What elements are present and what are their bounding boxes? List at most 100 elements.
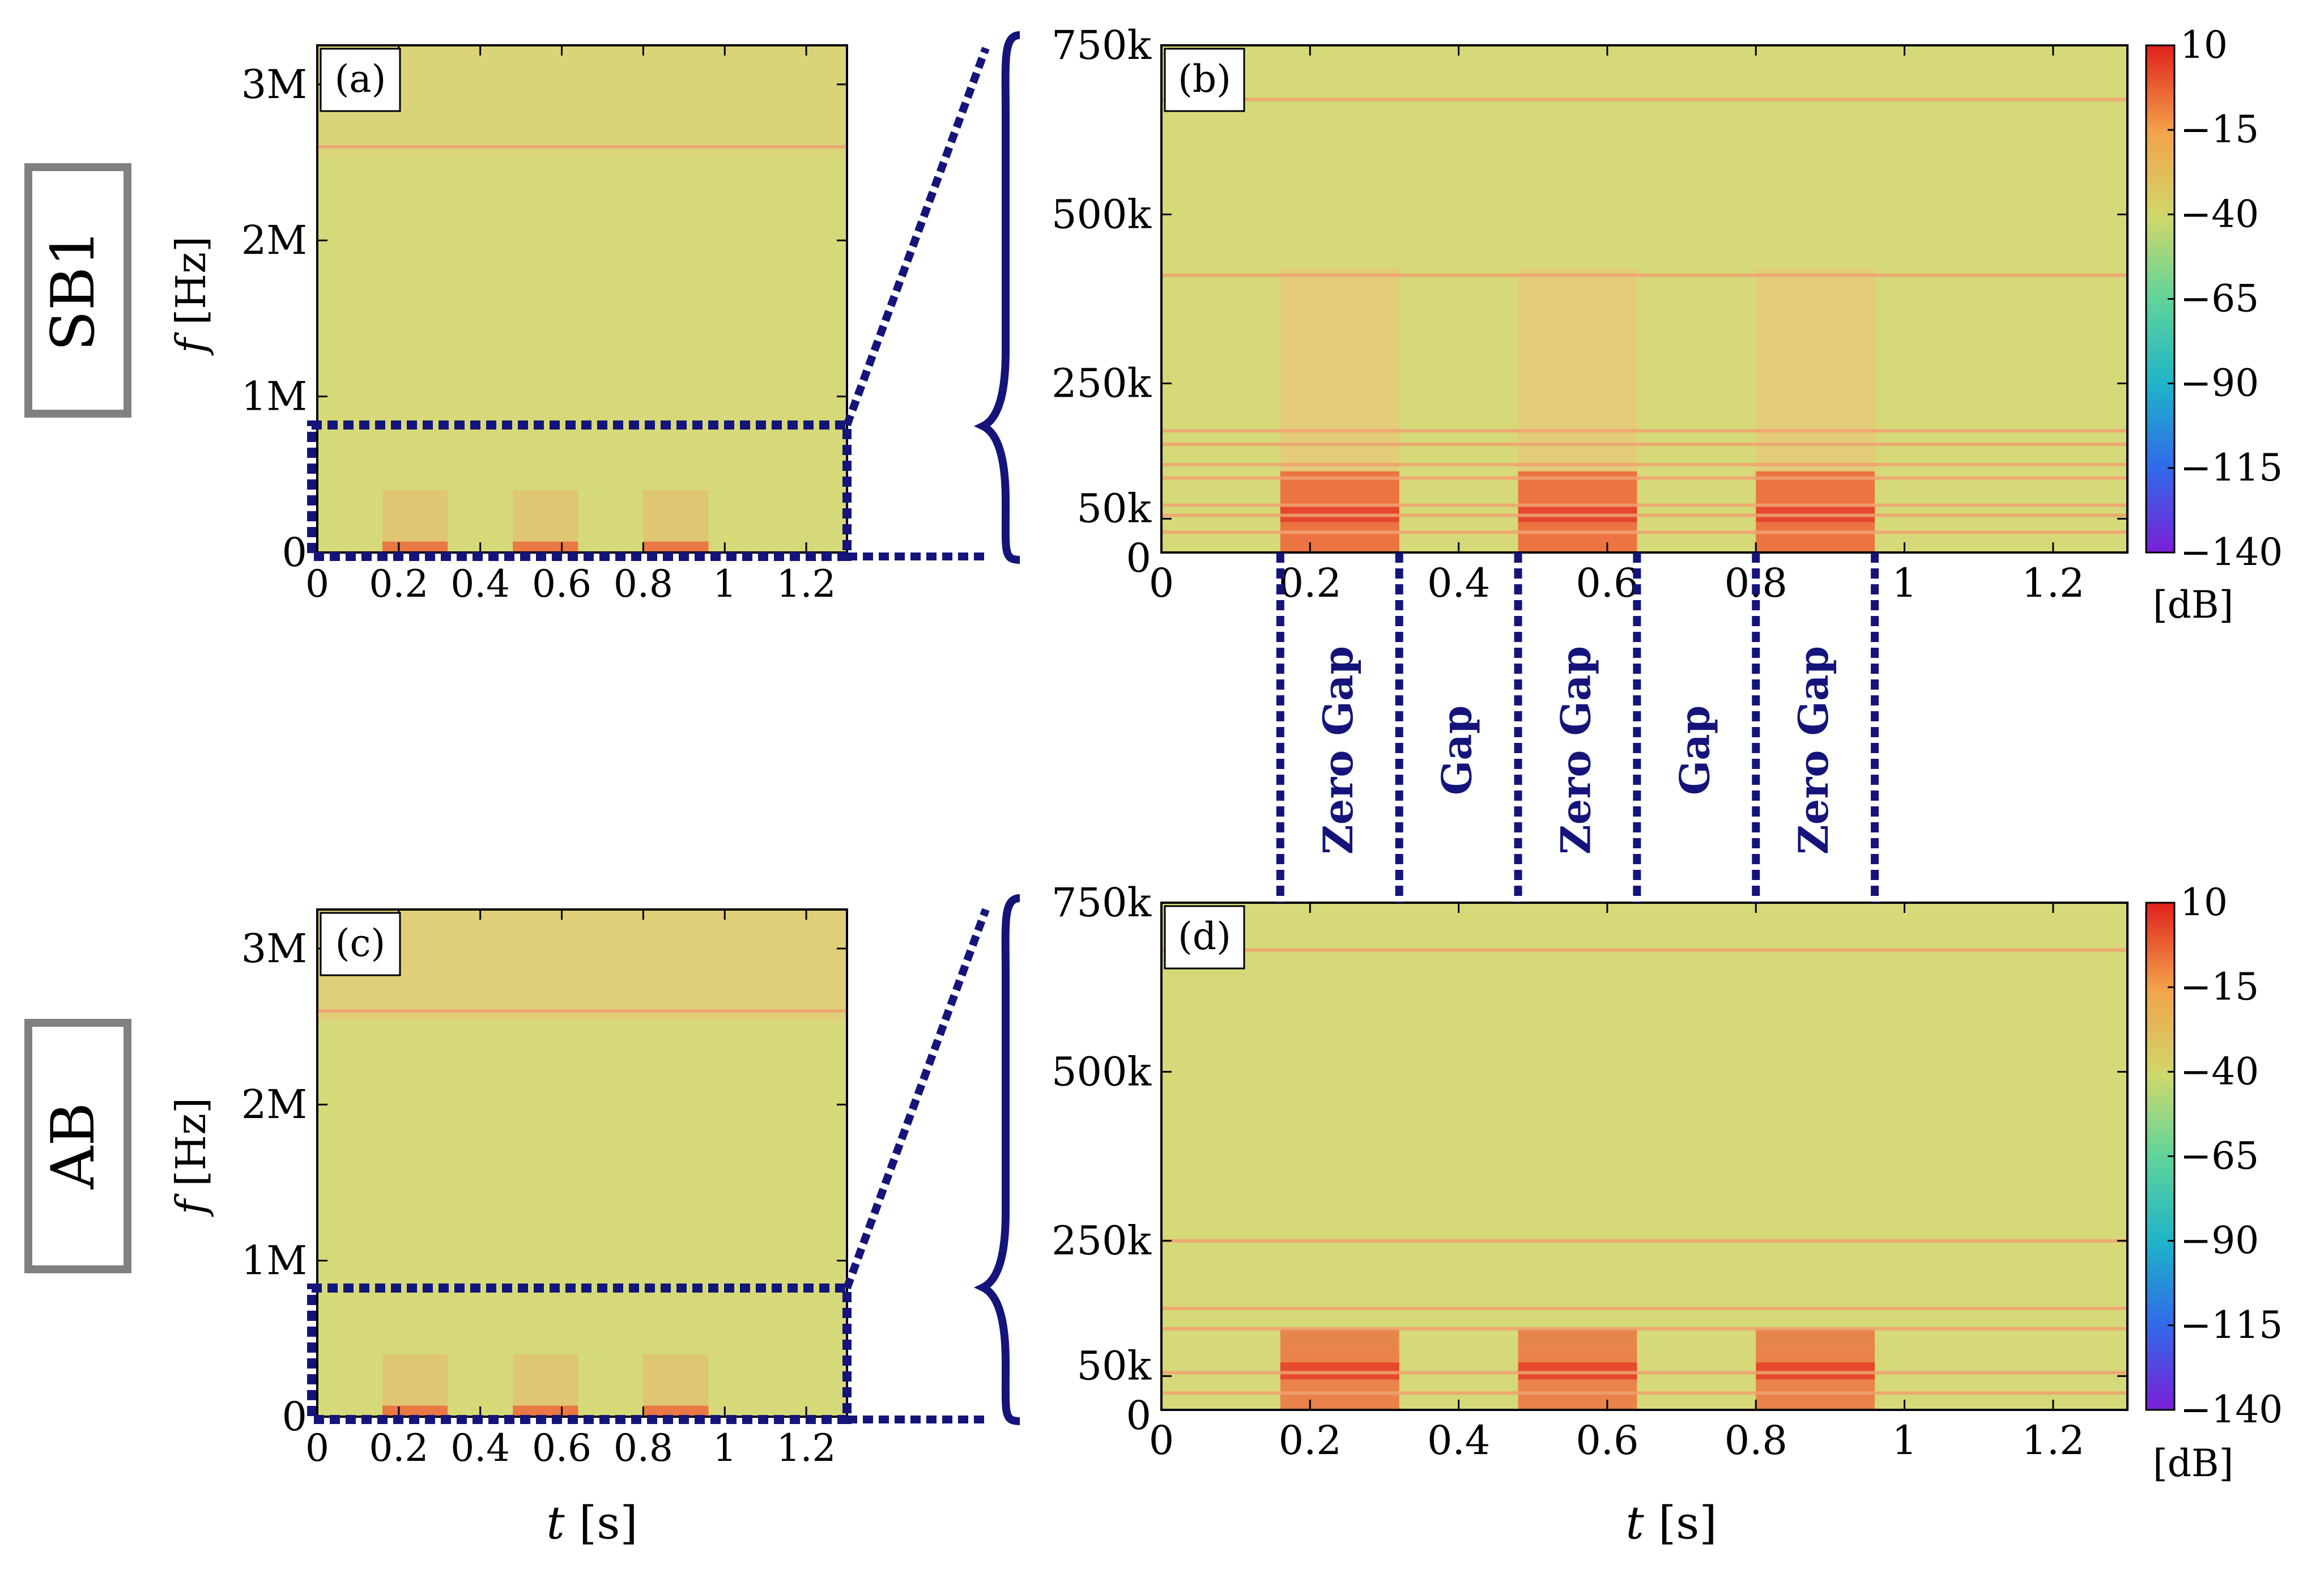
gap-annotations: Zero Gap Gap Zero Gap Gap Zero Gap <box>1276 552 1879 903</box>
cb-tick-label-d-2: −40 <box>2180 1049 2259 1093</box>
ytick-label-c-2: 2M <box>241 1081 307 1128</box>
colorbar-d: 10 −15 −40 −65 −90 −115 −140 [dB] <box>2145 881 2283 1485</box>
colorbar-b: 10 −15 −40 −65 −90 −115 −140 [dB] <box>2145 23 2283 627</box>
panel-c: 0 0.2 0.4 0.6 0.8 1 1.2 0 1M 2M 3M (c) <box>241 908 848 1470</box>
xtick-label-b-4: 0.8 <box>1725 560 1787 606</box>
ytick-label-a-0: 0 <box>282 529 307 576</box>
row-label-sb1: SB1 <box>24 163 131 418</box>
ytick-label-b-0: 0 <box>1126 535 1151 581</box>
cb-tick-label-d-5: −115 <box>2180 1303 2283 1347</box>
gap-label-1: Gap <box>1433 706 1481 795</box>
cb-tick-label-b-3: −65 <box>2180 277 2259 321</box>
svg-text:f [Hz]: f [Hz] <box>167 1098 215 1217</box>
xtick-label-b-2: 0.4 <box>1427 560 1490 606</box>
row-label-ab: AB <box>24 1019 131 1273</box>
xtick-label-d-5: 1 <box>1892 1417 1917 1464</box>
ytick-label-d-3: 500k <box>1052 1048 1152 1095</box>
burst-core-a-2 <box>643 541 709 552</box>
ylabel-c-f: f <box>167 1193 215 1217</box>
zoom-line-top-a <box>843 46 990 427</box>
zoom-line-top-c <box>843 908 990 1290</box>
xtick-label-a-1: 0.2 <box>369 562 428 606</box>
ylabel-c-unit: [Hz] <box>167 1098 215 1187</box>
cb-tick-label-b-6: −140 <box>2180 530 2283 574</box>
panel-c-top-tint <box>317 910 847 1021</box>
panel-tag-box-c <box>320 912 401 976</box>
gap-label-2: Zero Gap <box>1551 646 1599 855</box>
xlabel-d: t [s] <box>1625 1497 1717 1549</box>
ytick-label-a-1: 1M <box>241 373 307 420</box>
panel-tag-c: (c) <box>335 921 385 965</box>
panel-c-frame <box>316 908 848 1418</box>
cb-tick-label-d-0: 10 <box>2180 881 2228 924</box>
row-label-ab-text: AB <box>39 1103 108 1190</box>
xlabel-c-unit: [s] <box>579 1497 637 1549</box>
ylabel-a: f [Hz] <box>167 236 215 356</box>
cb-tick-label-d-1: −15 <box>2180 965 2259 1009</box>
panel-tag-box-b <box>1164 48 1245 112</box>
xtick-label-d-3: 0.6 <box>1576 1417 1638 1464</box>
cb-tick-label-b-5: −115 <box>2180 446 2283 490</box>
zoom-connector-top <box>307 31 1020 564</box>
xlabel-d-t: t <box>1625 1497 1644 1549</box>
xtick-label-a-4: 0.8 <box>614 562 673 606</box>
panel-tag-box-d <box>1164 905 1245 970</box>
cb-tick-label-d-4: −90 <box>2180 1219 2259 1263</box>
xtick-label-c-1: 0.2 <box>369 1426 428 1470</box>
panel-tag-a: (a) <box>335 57 386 101</box>
xlabel-d-unit: [s] <box>1658 1497 1717 1549</box>
cb-tick-label-d-6: −140 <box>2180 1388 2283 1431</box>
ytick-label-d-2: 250k <box>1052 1218 1152 1264</box>
panel-b-frame <box>1160 44 2129 554</box>
gap-label-0: Zero Gap <box>1314 646 1362 855</box>
xtick-label-b-3: 0.6 <box>1576 560 1638 606</box>
xtick-label-d-0: 0 <box>1149 1417 1174 1464</box>
burst-core-a-1 <box>513 541 578 552</box>
cb-tick-label-b-0: 10 <box>2180 23 2228 67</box>
ylabel-c: f [Hz] <box>167 1098 215 1217</box>
xtick-label-d-2: 0.4 <box>1427 1417 1490 1464</box>
svg-text:f [Hz]: f [Hz] <box>167 236 215 356</box>
panels-layer: 0 0.2 0.4 0.6 0.8 1 1.2 0 1M 2M 3M (a) 0 0.2 0.4 0.6 0.8… <box>241 22 2129 1470</box>
panel-d-background <box>1161 903 2127 1410</box>
cb-tick-label-b-2: −40 <box>2180 192 2259 236</box>
panel-a-top-tint <box>317 45 847 157</box>
xtick-label-c-2: 0.4 <box>450 1426 510 1470</box>
ytick-label-b-1: 50k <box>1077 485 1152 532</box>
xtick-label-b-6: 1.2 <box>2021 560 2084 606</box>
xtick-label-a-5: 1 <box>713 562 737 606</box>
ytick-label-b-2: 250k <box>1052 360 1152 407</box>
xtick-label-b-1: 0.2 <box>1279 560 1342 606</box>
xtick-label-c-0: 0 <box>305 1426 329 1470</box>
panel-d-frame <box>1160 902 2129 1411</box>
cb-tick-label-b-4: −90 <box>2180 362 2259 405</box>
panel-tag-b: (b) <box>1178 57 1231 101</box>
ytick-label-d-1: 50k <box>1077 1342 1152 1389</box>
xtick-label-d-6: 1.2 <box>2021 1417 2084 1464</box>
panel-a: 0 0.2 0.4 0.6 0.8 1 1.2 0 1M 2M 3M (a) <box>241 44 848 606</box>
xlabel-c: t [s] <box>546 1497 637 1549</box>
colorbar-b-unit: [dB] <box>2153 583 2233 627</box>
xtick-label-a-6: 1.2 <box>777 562 836 606</box>
panel-a-background <box>317 45 847 552</box>
ytick-label-c-3: 3M <box>241 925 307 972</box>
burst-core-c-2 <box>643 1405 709 1417</box>
ylabel-a-unit: [Hz] <box>167 236 215 325</box>
xtick-label-d-1: 0.2 <box>1279 1417 1342 1464</box>
brace-d <box>973 894 1020 1425</box>
gap-label-3: Gap <box>1670 706 1718 795</box>
ytick-label-a-3: 3M <box>241 61 307 108</box>
xtick-label-c-3: 0.6 <box>532 1426 591 1470</box>
burst-core-a-0 <box>382 541 448 552</box>
ytick-label-d-0: 0 <box>1126 1392 1151 1439</box>
xtick-label-c-4: 0.8 <box>614 1426 673 1470</box>
xtick-label-c-6: 1.2 <box>777 1426 836 1470</box>
cb-tick-label-d-3: −65 <box>2180 1134 2259 1178</box>
brace-b <box>973 31 1020 564</box>
xtick-label-b-5: 1 <box>1892 560 1917 606</box>
panel-tag-d: (d) <box>1178 915 1231 958</box>
ytick-label-c-0: 0 <box>282 1393 307 1440</box>
xtick-label-a-0: 0 <box>305 562 329 606</box>
panel-tag-box-a <box>320 48 401 112</box>
